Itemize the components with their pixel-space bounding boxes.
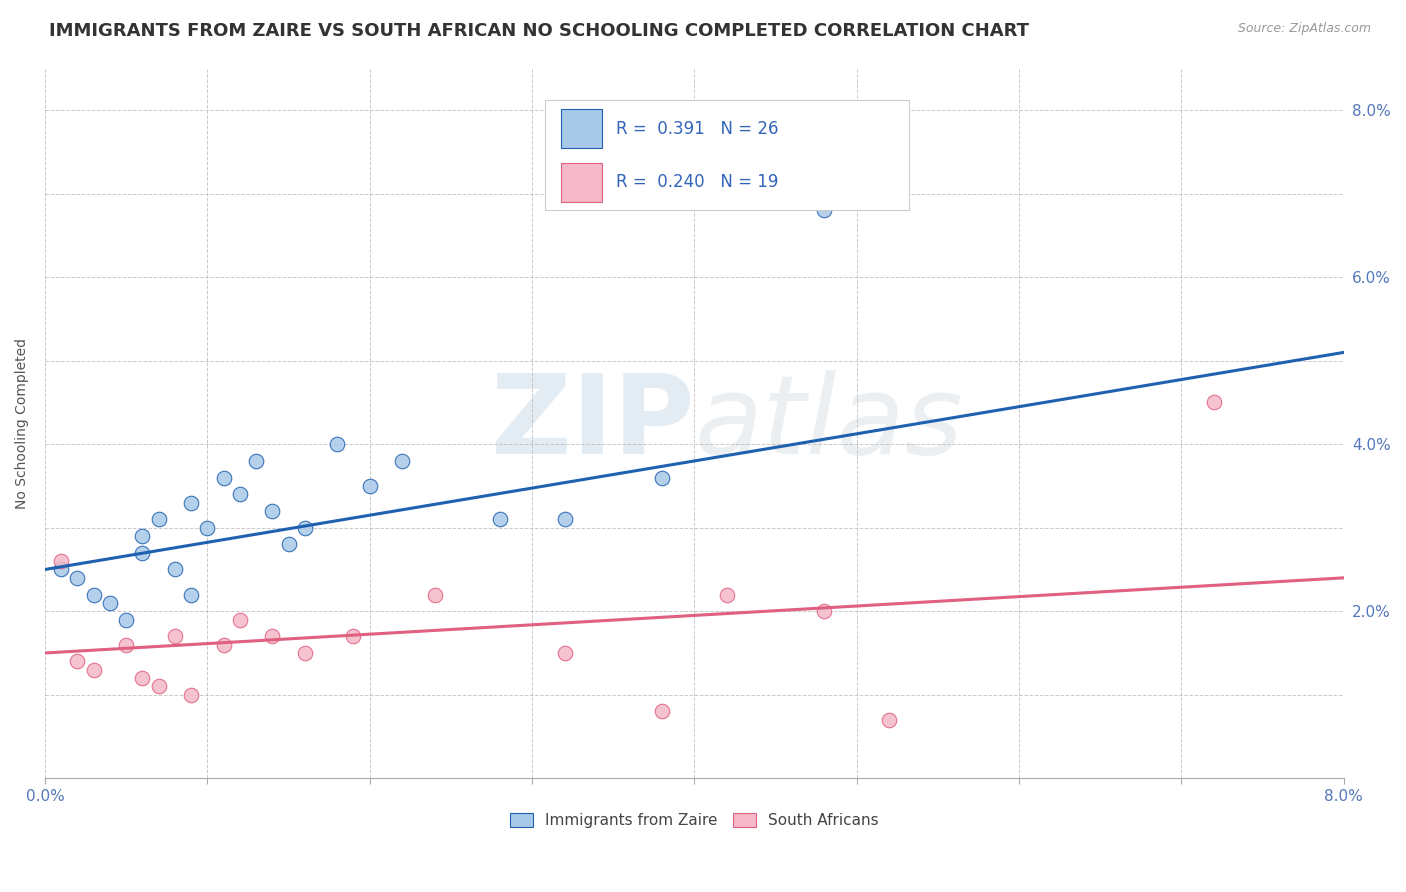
Point <box>163 562 186 576</box>
Point <box>229 487 252 501</box>
Y-axis label: No Schooling Completed: No Schooling Completed <box>15 338 30 508</box>
Point <box>651 705 673 719</box>
Point <box>66 571 89 585</box>
Point <box>83 663 105 677</box>
Point <box>488 512 510 526</box>
Point <box>115 613 138 627</box>
Point <box>294 521 316 535</box>
Point <box>180 588 202 602</box>
Text: R =  0.240   N = 19: R = 0.240 N = 19 <box>616 173 779 191</box>
Point <box>148 679 170 693</box>
Point <box>131 546 153 560</box>
Point <box>212 470 235 484</box>
FancyBboxPatch shape <box>561 162 602 202</box>
Point <box>212 638 235 652</box>
Point <box>553 512 575 526</box>
Point <box>262 629 284 643</box>
FancyBboxPatch shape <box>546 101 908 211</box>
Point <box>748 153 770 168</box>
Point <box>813 203 835 218</box>
Point <box>359 479 381 493</box>
Point <box>326 437 349 451</box>
Point <box>115 638 138 652</box>
Point <box>131 671 153 685</box>
Point <box>651 470 673 484</box>
Point <box>66 654 89 668</box>
Point <box>553 646 575 660</box>
Point <box>98 596 121 610</box>
Text: ZIP: ZIP <box>491 370 695 477</box>
Point <box>51 562 73 576</box>
Text: R =  0.391   N = 26: R = 0.391 N = 26 <box>616 120 779 138</box>
Point <box>294 646 316 660</box>
Point <box>195 521 218 535</box>
Point <box>262 504 284 518</box>
Point <box>51 554 73 568</box>
Point <box>180 688 202 702</box>
Point <box>391 454 413 468</box>
Legend: Immigrants from Zaire, South Africans: Immigrants from Zaire, South Africans <box>503 806 884 834</box>
Point <box>277 537 299 551</box>
Point <box>423 588 446 602</box>
Text: atlas: atlas <box>695 370 963 477</box>
Point <box>180 496 202 510</box>
Point <box>342 629 364 643</box>
FancyBboxPatch shape <box>561 110 602 148</box>
Point <box>813 604 835 618</box>
Text: Source: ZipAtlas.com: Source: ZipAtlas.com <box>1237 22 1371 36</box>
Point <box>229 613 252 627</box>
Point <box>716 588 738 602</box>
Point <box>131 529 153 543</box>
Point <box>83 588 105 602</box>
Point <box>245 454 267 468</box>
Point <box>163 629 186 643</box>
Point <box>1202 395 1225 409</box>
Point <box>877 713 900 727</box>
Point <box>148 512 170 526</box>
Text: IMMIGRANTS FROM ZAIRE VS SOUTH AFRICAN NO SCHOOLING COMPLETED CORRELATION CHART: IMMIGRANTS FROM ZAIRE VS SOUTH AFRICAN N… <box>49 22 1029 40</box>
